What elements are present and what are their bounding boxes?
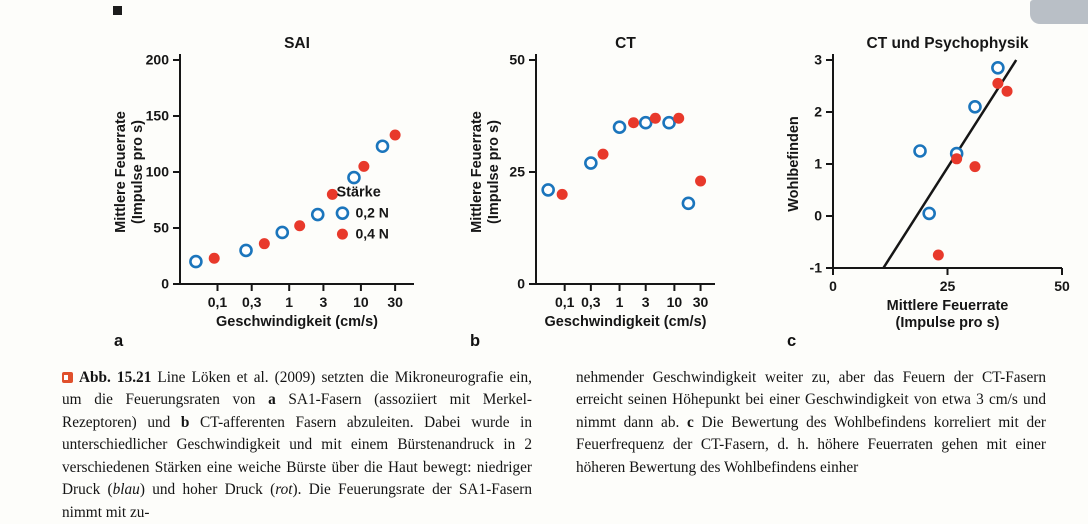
- svg-text:50: 50: [153, 220, 169, 236]
- svg-text:1: 1: [616, 294, 624, 310]
- panel-label-c: c: [787, 332, 797, 350]
- svg-text:1: 1: [814, 156, 822, 172]
- svg-text:1: 1: [285, 294, 293, 310]
- svg-text:30: 30: [387, 294, 403, 310]
- svg-text:50: 50: [509, 52, 525, 68]
- page-edge-tab: [1030, 0, 1088, 24]
- svg-text:150: 150: [146, 108, 170, 124]
- svg-text:Stärke: Stärke: [336, 185, 380, 201]
- figure-panels: SAI 0 50 100 150 200 0,1 0,3 1 3 10 30 Geschwindigke…: [110, 30, 1078, 351]
- svg-text:200: 200: [146, 52, 170, 68]
- svg-text:CT: CT: [615, 35, 636, 52]
- ct-chart: CT 0 25 50 0,1 0,3 1 3 10 30 Geschwindigkeit (cm/s…: [469, 35, 715, 330]
- svg-text:3: 3: [642, 294, 650, 310]
- figure-bullet-icon: [62, 372, 73, 383]
- chart-panel-a: SAI 0 50 100 150 200 0,1 0,3 1 3 10 30 Geschwindigke…: [110, 30, 430, 351]
- svg-text:10: 10: [667, 294, 683, 310]
- svg-text:0: 0: [161, 276, 169, 292]
- caption-right-text: nehmender Geschwindigkeit weiter zu, abe…: [576, 369, 1047, 476]
- svg-text:30: 30: [693, 294, 709, 310]
- caption-left-text: Abb. 15.21 Line Löken et al. (2009) setz…: [62, 369, 532, 521]
- svg-text:0,3: 0,3: [581, 294, 601, 310]
- ct-psychophysik-chart: CT und Psychophysik -1 0 1 2 3 0 25 50 Mittlere F…: [786, 35, 1070, 330]
- svg-text:50: 50: [1054, 278, 1070, 294]
- svg-text:-1: -1: [810, 260, 823, 276]
- svg-text:0,4 N: 0,4 N: [355, 226, 388, 242]
- svg-text:25: 25: [940, 278, 956, 294]
- svg-text:SAI: SAI: [284, 35, 310, 52]
- svg-text:0,1: 0,1: [555, 294, 575, 310]
- svg-text:Geschwindigkeit (cm/s): Geschwindigkeit (cm/s): [545, 314, 707, 330]
- svg-text:3: 3: [320, 294, 328, 310]
- svg-text:0: 0: [517, 276, 525, 292]
- svg-text:10: 10: [353, 294, 369, 310]
- svg-text:Mittlere Feuerrate: Mittlere Feuerrate: [469, 111, 485, 233]
- chart-panel-b: CT 0 25 50 0,1 0,3 1 3 10 30 Geschwindigkeit (cm/s…: [466, 30, 731, 351]
- caption-column-right: nehmender Geschwindigkeit weiter zu, abe…: [576, 367, 1046, 524]
- svg-text:100: 100: [146, 164, 170, 180]
- svg-text:(Impulse pro s): (Impulse pro s): [130, 120, 146, 224]
- svg-text:3: 3: [814, 52, 822, 68]
- chart-panel-c: CT und Psychophysik -1 0 1 2 3 0 25 50 Mittlere F…: [783, 30, 1078, 351]
- svg-text:0: 0: [829, 278, 837, 294]
- svg-text:(Impulse pro s): (Impulse pro s): [896, 315, 1000, 330]
- svg-text:0,1: 0,1: [208, 294, 228, 310]
- panel-label-a: a: [114, 332, 124, 350]
- svg-text:0,2 N: 0,2 N: [355, 205, 388, 221]
- svg-text:Mittlere Feuerrate: Mittlere Feuerrate: [113, 111, 129, 233]
- page-corner-mark: [113, 6, 122, 15]
- svg-text:Geschwindigkeit (cm/s): Geschwindigkeit (cm/s): [216, 314, 378, 330]
- svg-text:0,3: 0,3: [242, 294, 262, 310]
- figure-caption: Abb. 15.21 Line Löken et al. (2009) setz…: [0, 351, 1088, 524]
- svg-text:(Impulse pro s): (Impulse pro s): [486, 120, 502, 224]
- svg-text:25: 25: [509, 164, 525, 180]
- svg-text:2: 2: [814, 104, 822, 120]
- caption-column-left: Abb. 15.21 Line Löken et al. (2009) setz…: [62, 367, 532, 524]
- panel-label-b: b: [470, 332, 481, 350]
- svg-text:0: 0: [814, 208, 822, 224]
- svg-text:CT und Psychophysik: CT und Psychophysik: [867, 35, 1029, 52]
- sai-chart: SAI 0 50 100 150 200 0,1 0,3 1 3 10 30 Geschwindigke…: [113, 35, 414, 330]
- svg-text:Mittlere Feuerrate: Mittlere Feuerrate: [887, 298, 1009, 314]
- svg-text:Wohlbefinden: Wohlbefinden: [786, 116, 802, 212]
